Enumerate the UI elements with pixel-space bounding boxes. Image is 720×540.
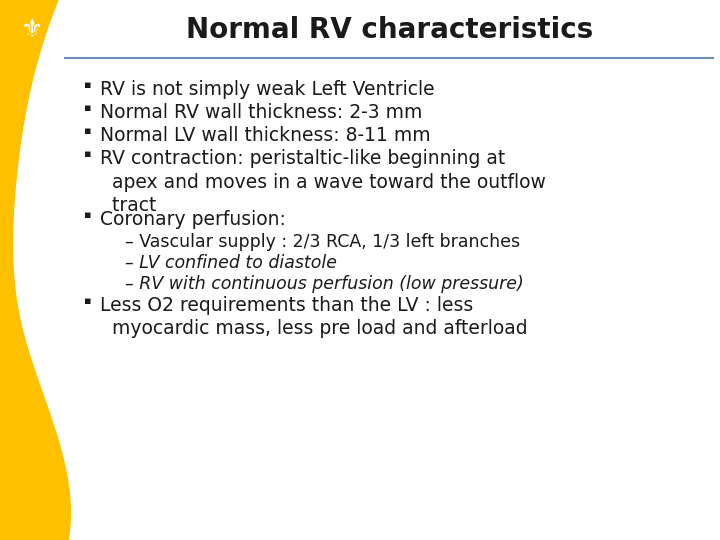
Text: Less O2 requirements than the LV : less
  myocardic mass, less pre load and afte: Less O2 requirements than the LV : less … bbox=[100, 296, 528, 339]
Text: Normal RV wall thickness: 2-3 mm: Normal RV wall thickness: 2-3 mm bbox=[100, 103, 423, 122]
Text: ▪: ▪ bbox=[84, 296, 91, 306]
Text: ▪: ▪ bbox=[84, 126, 91, 136]
Text: ▪: ▪ bbox=[84, 103, 91, 113]
Text: – RV with continuous perfusion (low pressure): – RV with continuous perfusion (low pres… bbox=[125, 275, 523, 293]
Text: – LV confined to diastole: – LV confined to diastole bbox=[125, 254, 337, 272]
Text: ▪: ▪ bbox=[84, 149, 91, 159]
Text: Normal LV wall thickness: 8-11 mm: Normal LV wall thickness: 8-11 mm bbox=[100, 126, 431, 145]
Text: RV is not simply weak Left Ventricle: RV is not simply weak Left Ventricle bbox=[100, 80, 435, 99]
Text: – Vascular supply : 2/3 RCA, 1/3 left branches: – Vascular supply : 2/3 RCA, 1/3 left br… bbox=[125, 233, 520, 251]
Polygon shape bbox=[0, 0, 71, 540]
Text: ⚜: ⚜ bbox=[21, 18, 43, 42]
Text: Normal RV characteristics: Normal RV characteristics bbox=[186, 16, 593, 44]
Text: RV contraction: peristaltic-like beginning at
  apex and moves in a wave toward : RV contraction: peristaltic-like beginni… bbox=[100, 149, 546, 215]
Text: Coronary perfusion:: Coronary perfusion: bbox=[100, 210, 286, 229]
Text: ▪: ▪ bbox=[84, 210, 91, 220]
Text: ▪: ▪ bbox=[84, 80, 91, 90]
